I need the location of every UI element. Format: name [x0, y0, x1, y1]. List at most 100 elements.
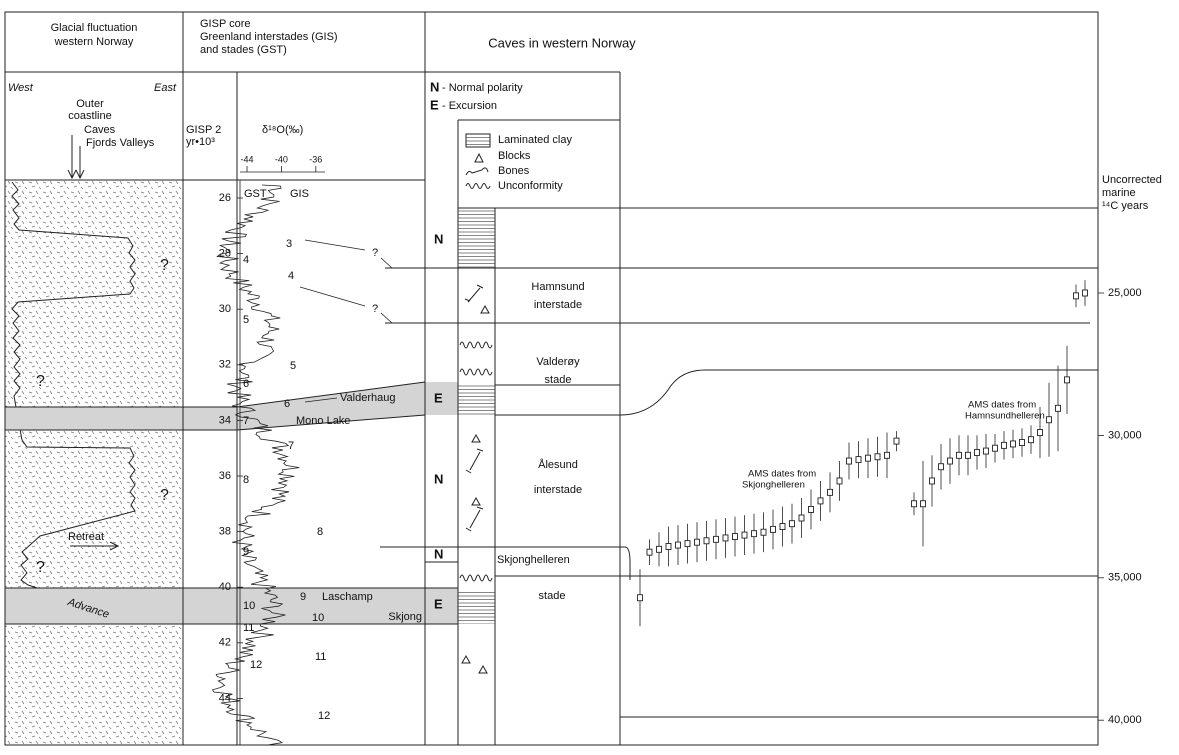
date-point	[657, 546, 662, 552]
date-point	[939, 464, 944, 470]
c14-tick-label: 40,000	[1108, 714, 1142, 726]
label: GIS	[290, 188, 309, 200]
date-point	[714, 536, 719, 542]
date-point	[984, 448, 989, 454]
date-point	[837, 478, 842, 484]
d18o-tick-label: -44	[240, 154, 253, 164]
date-point	[1002, 442, 1007, 448]
axis-title: Uncorrected	[1102, 174, 1162, 186]
c14-tick-label: 30,000	[1108, 429, 1142, 441]
gis-number: 3	[286, 238, 292, 250]
event: Mono Lake	[296, 415, 350, 427]
age-tick-label: 30	[219, 303, 231, 315]
c14-tick-label: 25,000	[1108, 287, 1142, 299]
age-tick-label: 42	[219, 637, 231, 649]
header: GISP core	[200, 18, 251, 30]
date-point	[676, 542, 681, 548]
date-point	[921, 501, 926, 507]
legend-block	[475, 154, 483, 162]
age-tick-label: 38	[219, 526, 231, 538]
polarity: N	[434, 231, 443, 246]
header: Glacial fluctuation	[51, 22, 138, 34]
unit: Skjonghelleren	[497, 554, 570, 566]
label: GST	[244, 188, 267, 200]
header: and stades (GST)	[200, 44, 287, 56]
note: AMS dates from	[968, 400, 1036, 411]
date-point	[1083, 290, 1088, 296]
header: Greenland interstades (GIS)	[200, 31, 338, 43]
label: Fjords Valleys	[86, 137, 155, 149]
label: West	[8, 82, 34, 94]
label: coastline	[68, 110, 111, 122]
legend-letter: E	[430, 97, 439, 112]
age-tick-label: 40	[219, 581, 231, 593]
legend-text: Bones	[498, 165, 530, 177]
date-point	[761, 529, 766, 535]
date-point	[966, 452, 971, 458]
gst-number: 8	[243, 474, 249, 486]
gst-number: 7	[243, 415, 249, 427]
legend-text: - Excursion	[442, 100, 497, 112]
date-point	[912, 501, 917, 507]
axis-title: GISP 2	[186, 124, 221, 136]
date-point	[818, 498, 823, 504]
legend-text: Blocks	[498, 150, 531, 162]
gst-number: 12	[250, 659, 262, 671]
question: ?	[160, 487, 169, 504]
note: Hamnsundhelleren	[965, 411, 1045, 422]
polarity: E	[434, 596, 443, 611]
date-point	[894, 438, 899, 444]
date-point	[666, 543, 671, 549]
legend-unconformity	[466, 184, 490, 189]
date-point	[809, 506, 814, 512]
date-point	[695, 539, 700, 545]
axis-title: yr•10³	[186, 136, 215, 148]
date-point	[847, 458, 852, 464]
gis-number: 4	[288, 270, 294, 282]
gis-number: 12	[318, 710, 330, 722]
date-point	[647, 549, 652, 555]
axis-title: ¹⁴C years	[1102, 200, 1149, 212]
gst-number: 5	[243, 314, 249, 326]
date-point	[1029, 437, 1034, 443]
date-point	[638, 595, 643, 601]
unit: stade	[539, 590, 566, 602]
date-point	[993, 445, 998, 451]
gis-number: 9	[300, 591, 306, 603]
gis-number: 11	[315, 651, 326, 663]
date-point	[685, 541, 690, 547]
event: Valderhaug	[340, 392, 395, 404]
gst-number: 11	[243, 622, 254, 634]
unit: interstade	[534, 299, 582, 311]
correlation-line	[300, 240, 392, 402]
question: ?	[160, 257, 169, 274]
gis-number: 7	[288, 440, 294, 452]
polarity: N	[434, 471, 443, 486]
date-point	[752, 531, 757, 537]
date-point	[1038, 430, 1043, 436]
polarity: E	[434, 390, 443, 405]
age-tick-label: 36	[219, 470, 231, 482]
date-point	[723, 535, 728, 541]
label: Caves	[84, 124, 116, 136]
label: Outer	[76, 98, 104, 110]
event: Laschamp	[322, 591, 373, 603]
date-point	[799, 515, 804, 521]
date-point	[1047, 417, 1052, 423]
date-point	[1056, 405, 1061, 411]
date-point	[957, 452, 962, 458]
gst-number: 6	[243, 378, 249, 390]
date-point	[742, 532, 747, 538]
gis-number: 6	[284, 398, 290, 410]
legend-text: Laminated clay	[498, 134, 572, 146]
gis-number: 8	[317, 526, 323, 538]
d18o-tick-label: -40	[275, 154, 288, 164]
legend-text: Unconformity	[498, 180, 563, 192]
gst-number: 10	[243, 600, 255, 612]
date-point	[704, 538, 709, 544]
age-tick-label: 26	[219, 192, 231, 204]
unit: Hamnsund	[531, 281, 584, 293]
question: ?	[36, 373, 45, 390]
question: ?	[372, 247, 378, 259]
polarity: N	[434, 546, 443, 561]
